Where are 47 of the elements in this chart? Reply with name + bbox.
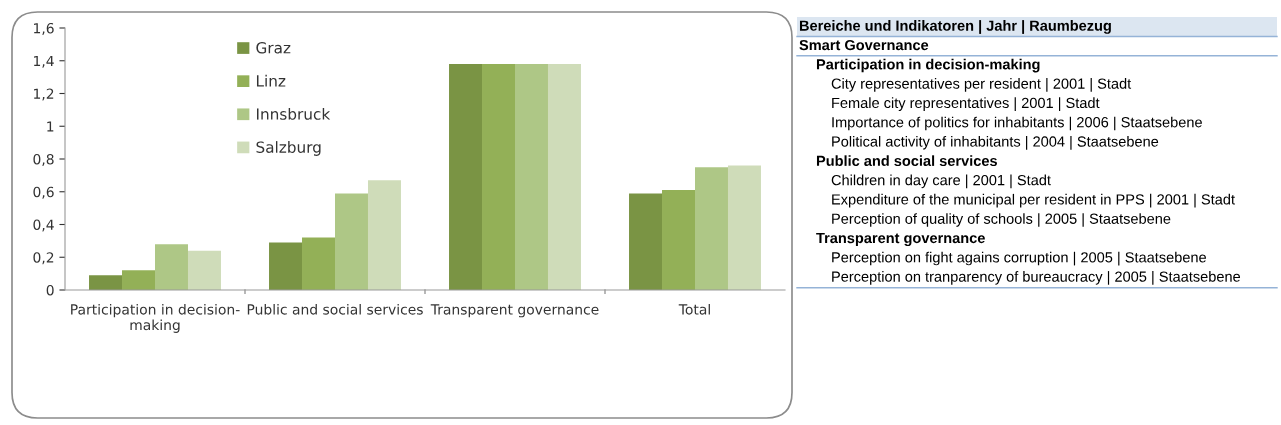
text: Smart Governance [799, 39, 929, 51]
x-tick-label: Participation in decision- making [71, 303, 240, 333]
bar [515, 64, 548, 290]
text: Importance of politics for inhabitants | 2006 | Staatsebene [832, 116, 1202, 131]
bar [269, 242, 303, 290]
text: Political activity of inhabitants | 2004 | Staatsebene [832, 135, 1159, 150]
y-tick-label: 0 [46, 284, 54, 296]
bar [155, 244, 188, 290]
legend-label: Innsbruck [256, 107, 331, 120]
x-tick-label: Public and social services [247, 303, 423, 315]
y-tick-label: 1,4 [34, 55, 54, 68]
text: Expenditure of the municipal per resident in PPS | 2001 | Stadt [832, 193, 1235, 208]
x-tick-label: Transparent governance [430, 304, 599, 318]
bar [89, 275, 123, 290]
text: Bereiche und Indikatoren | Jahr | Raumbezug [799, 20, 1111, 34]
y-tick-label: 1,2 [34, 88, 54, 101]
bar [187, 250, 221, 290]
legend-label: Linz [256, 74, 286, 87]
bar [727, 165, 761, 290]
text: Perception on fight agains corruption | 2005 | Staatsebene [832, 251, 1207, 266]
y-tick-label: 1,6 [34, 22, 54, 35]
bar [662, 190, 695, 290]
x-tick-label: Total [678, 303, 710, 315]
y-tick-label: 1 [47, 121, 54, 132]
legend-label: Salzburg [256, 141, 321, 156]
bar [482, 64, 515, 290]
legend-label: Graz [256, 42, 291, 54]
y-tick-label: 0,2 [33, 252, 54, 265]
text: Perception of quality of schools | 2005 | Staatsebene [832, 213, 1171, 227]
text: Transparent governance [816, 232, 985, 247]
text: City representatives per resident | 2001 | Stadt [831, 78, 1132, 92]
text: Children in day care | 2001 | Stadt [831, 174, 1051, 189]
bar [547, 64, 581, 290]
y-tick-label: 0,8 [33, 153, 54, 166]
bar [695, 167, 728, 290]
bar [122, 270, 155, 290]
text: Participation in decision-making [816, 58, 1040, 73]
bar [302, 237, 335, 290]
text: Perception on tranparency of bureaucracy | 2005 | Staatsebene [832, 271, 1241, 285]
y-tick-label: 0,6 [33, 186, 54, 199]
bar [335, 193, 368, 290]
text: Public and social services [816, 155, 997, 167]
bar [629, 193, 663, 290]
text: Female city representatives | 2001 | Stadt [832, 97, 1100, 112]
y-tick-label: 0,4 [33, 219, 54, 232]
bar [449, 64, 483, 290]
bar [367, 180, 401, 290]
